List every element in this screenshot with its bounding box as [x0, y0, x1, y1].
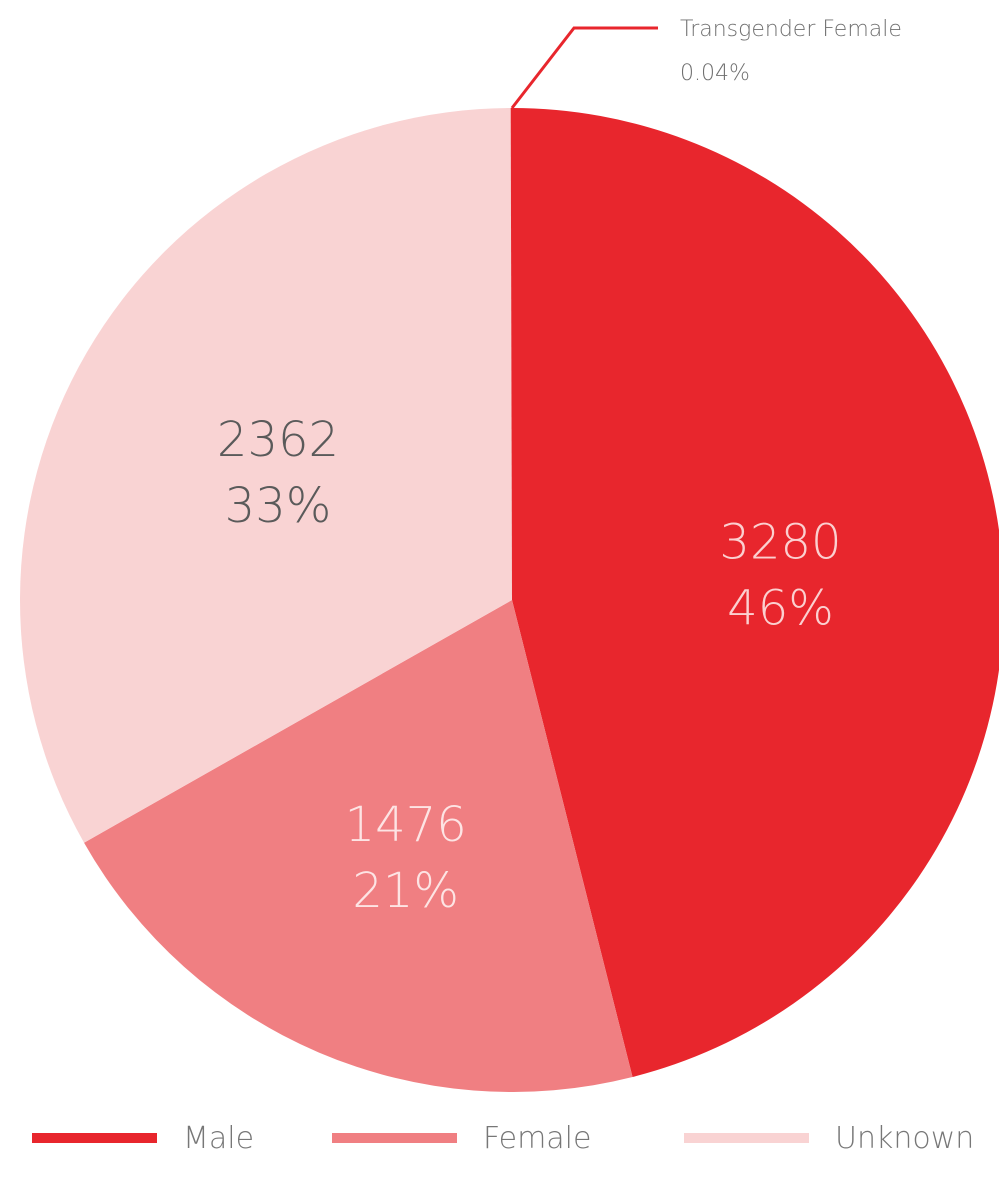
pie-slice-unknown	[20, 108, 513, 843]
legend-label-male: Male	[183, 1120, 255, 1156]
pie-slice-labels: 3280 46% 1476 21% 2362 33%	[217, 412, 842, 919]
callout-leader-line	[510, 26, 658, 109]
slice-percent-female: 21%	[352, 863, 459, 919]
pie-slice-male	[512, 108, 999, 1078]
legend: Male Female Unknown	[0, 1110, 999, 1170]
slice-value-female: 1476	[345, 797, 467, 853]
callout-label: Transgender Female	[680, 17, 902, 42]
callout: Transgender Female 0.04%	[510, 17, 902, 109]
legend-item-unknown: Unknown	[684, 1110, 974, 1166]
pie-slices	[20, 107, 999, 1093]
pie-slice-transgender-female	[510, 107, 512, 600]
legend-swatch-unknown	[684, 1133, 809, 1143]
legend-label-female: Female	[483, 1120, 592, 1156]
legend-swatch-male	[32, 1133, 157, 1143]
legend-item-male: Male	[32, 1110, 254, 1166]
callout-percent: 0.04%	[680, 61, 750, 86]
legend-swatch-female	[332, 1133, 457, 1143]
legend-item-female: Female	[332, 1110, 591, 1166]
pie-slice-female	[84, 600, 633, 1093]
slice-percent-unknown: 33%	[225, 478, 332, 534]
legend-label-unknown: Unknown	[835, 1120, 975, 1156]
slice-value-male: 3280	[719, 515, 841, 571]
slice-percent-male: 46%	[727, 581, 834, 637]
slice-value-unknown: 2362	[217, 412, 339, 468]
